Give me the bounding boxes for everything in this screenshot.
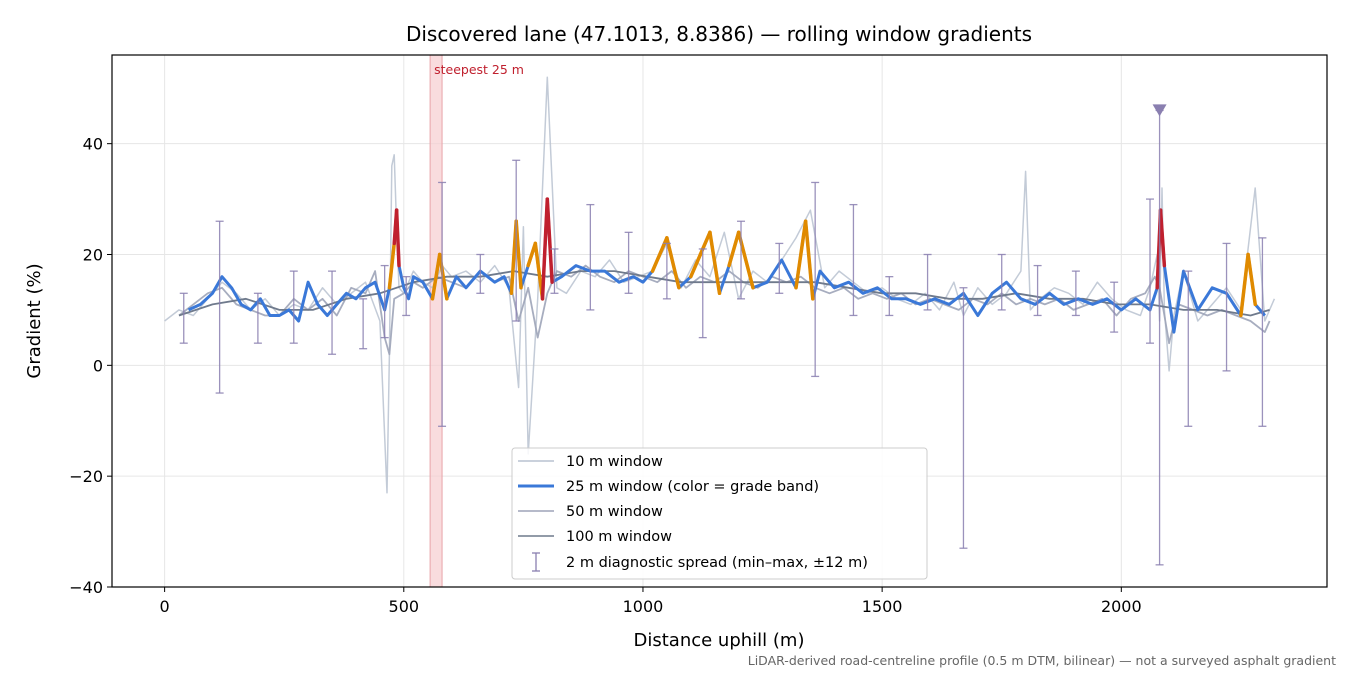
diagnostic-spread-layer xyxy=(179,109,1267,566)
steepest-label: steepest 25 m xyxy=(434,62,524,77)
grade-band-segment xyxy=(665,236,681,290)
grade-band-segment xyxy=(1158,208,1167,268)
grade-band-segment xyxy=(545,197,554,284)
legend-swatch-diagnostic xyxy=(532,552,540,572)
diagnostic-spread-bar xyxy=(849,203,858,317)
diagnostic-spread-bar xyxy=(775,242,784,294)
diagnostic-spread-bar xyxy=(179,292,188,344)
y-tick-label: 40 xyxy=(83,135,103,154)
grade-band-segment xyxy=(1246,252,1257,307)
diagnostic-spread-bar xyxy=(289,270,298,344)
max-marker-layer xyxy=(1152,104,1167,117)
diagnostic-spread-bar xyxy=(662,242,671,300)
grade-band-segment xyxy=(708,230,722,296)
legend-label-diagnostic: 2 m diagnostic spread (min–max, ±12 m) xyxy=(566,555,868,571)
diagnostic-spread-bar xyxy=(476,253,485,294)
grade-band-segment xyxy=(727,230,741,268)
grade-band-segment xyxy=(430,252,442,301)
diagnostic-spread-bar xyxy=(380,264,389,339)
diagnostic-spread-bar xyxy=(1155,109,1164,566)
x-axis-label: Distance uphill (m) xyxy=(634,630,805,651)
legend: 10 m window 25 m window (color = grade b… xyxy=(511,447,928,580)
grade-band-segment xyxy=(1239,252,1250,318)
x-tick-label: 500 xyxy=(389,597,420,616)
diagnostic-spread-bar xyxy=(959,287,968,549)
grade-band-segment xyxy=(387,241,396,290)
chart-title: Discovered lane (47.1013, 8.8386) — roll… xyxy=(406,22,1032,46)
diagnostic-spread-bar xyxy=(1110,281,1119,333)
diagnostic-spread-bar xyxy=(215,220,224,394)
diagnostic-spread-bar xyxy=(1222,242,1231,372)
diagnostic-spread-bar xyxy=(328,270,337,355)
y-axis-label: Gradient (%) xyxy=(24,263,45,378)
diagnostic-spread-bar xyxy=(624,231,633,294)
x-tick-label: 1500 xyxy=(862,597,903,616)
y-tick-label: −20 xyxy=(69,467,103,486)
diagnostic-spread-bar xyxy=(253,292,262,344)
diagnostic-spread-bar xyxy=(512,159,521,322)
diagnostic-spread-bar xyxy=(1146,198,1155,344)
legend-box xyxy=(511,447,928,580)
grade-band-segment xyxy=(689,252,703,279)
grade-band-segment xyxy=(803,219,815,301)
diagnostic-spread-bar xyxy=(1071,270,1080,317)
diagnostic-spread-bar xyxy=(402,276,411,317)
y-tick-label: 20 xyxy=(83,246,103,265)
x-tick-label: 1000 xyxy=(623,597,664,616)
x-tick-label: 2000 xyxy=(1101,597,1142,616)
steepest-band: steepest 25 m xyxy=(429,54,524,588)
diagnostic-spread-bar xyxy=(359,298,368,350)
diagnostic-spread-bar xyxy=(550,248,559,294)
diagnostic-spread-bar xyxy=(923,253,932,311)
diagnostic-spread-bar xyxy=(438,181,447,427)
grade-band-segment xyxy=(794,219,808,290)
legend-label-50m: 50 m window xyxy=(566,504,663,520)
series-layer xyxy=(164,76,1276,494)
grade-band-segment xyxy=(540,197,550,301)
diagnostic-spread-bar xyxy=(586,203,595,311)
diagnostic-spread-bar xyxy=(997,253,1006,311)
legend-label-25m: 25 m window (color = grade band) xyxy=(566,479,819,495)
diagnostic-spread-bar xyxy=(737,220,746,300)
diagnostic-spread-bar xyxy=(1033,264,1042,317)
legend-label-100m: 100 m window xyxy=(566,529,672,545)
grade-band-segment xyxy=(394,208,401,268)
axis-ticks: 0 500 1000 1500 2000 −40 −20 0 20 40 xyxy=(69,135,1141,616)
y-tick-label: −40 xyxy=(69,578,103,597)
diagnostic-spread-bar xyxy=(811,181,820,378)
x-tick-label: 0 xyxy=(160,597,170,616)
max-marker-triangle xyxy=(1152,104,1167,117)
diagnostic-spread-bar xyxy=(885,276,894,317)
grade-band-segment xyxy=(437,252,449,301)
steepest-band-rect xyxy=(429,54,443,588)
grade-band-segment xyxy=(698,230,712,257)
diagnostic-spread-bar xyxy=(698,248,707,339)
plot-frame xyxy=(111,54,1328,588)
grade-band-segment xyxy=(514,219,523,290)
footnote: LiDAR-derived road-centreline profile (0… xyxy=(748,653,1336,668)
legend-label-10m: 10 m window xyxy=(566,454,663,470)
diagnostic-spread-bar xyxy=(1184,270,1193,427)
y-tick-label: 0 xyxy=(93,356,103,375)
diagnostic-spread-bar xyxy=(1258,237,1267,427)
series-line-w25 xyxy=(187,197,1266,334)
